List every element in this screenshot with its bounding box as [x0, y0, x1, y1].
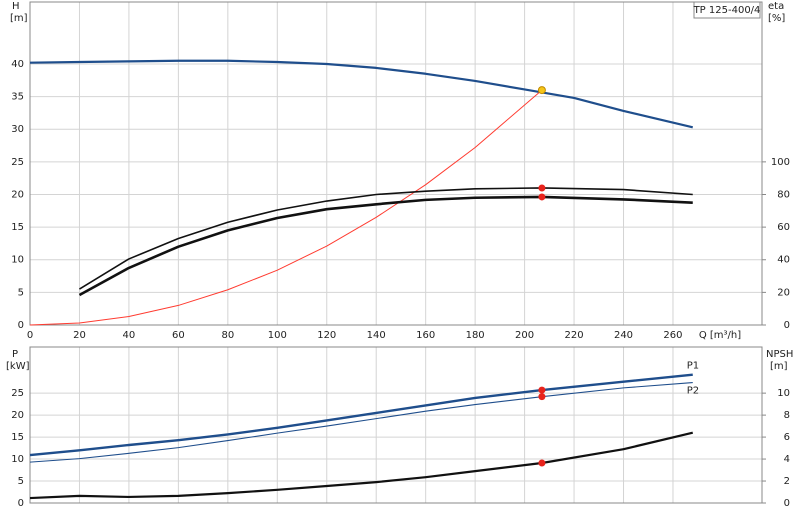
- x-tick-label: 60: [172, 330, 185, 341]
- chart-title: TP 125-400/4: [693, 5, 761, 16]
- y2-tick-label: 0: [784, 320, 790, 331]
- y-tick-label: 20: [11, 410, 24, 421]
- y2-tick-label: 60: [777, 222, 790, 233]
- operating-point: [538, 184, 546, 192]
- x-label: Q [m³/h]: [699, 330, 741, 341]
- y2-tick-label: 4: [784, 454, 790, 465]
- curve: [29, 59, 694, 129]
- x-tick-label: 240: [614, 330, 633, 341]
- series-label: P2: [687, 386, 699, 397]
- operating-point: [538, 459, 546, 467]
- x-tick-label: 180: [466, 330, 485, 341]
- y-tick-label: 20: [11, 189, 24, 200]
- x-tick-label: 100: [268, 330, 287, 341]
- curve: [29, 89, 543, 326]
- curve: [78, 195, 693, 297]
- y2-tick-label: 40: [777, 255, 790, 266]
- y2-tick-label: 0: [784, 498, 790, 509]
- y-tick-label: 10: [11, 255, 24, 266]
- operating-point: [537, 86, 546, 95]
- x-tick-label: 120: [317, 330, 336, 341]
- plot-frame: [29, 1, 763, 326]
- y2-unit: [m]: [770, 361, 788, 372]
- y2-tick-label: 100: [771, 157, 790, 168]
- operating-point: [538, 386, 546, 394]
- y-tick-label: 25: [11, 157, 24, 168]
- y-label: P: [12, 349, 18, 360]
- x-tick-label: 0: [27, 330, 33, 341]
- y2-unit: [%]: [768, 13, 785, 24]
- x-tick-label: 40: [123, 330, 136, 341]
- plot-frame: [29, 346, 763, 504]
- series-label: P1: [687, 361, 699, 372]
- y-tick-label: 5: [18, 287, 24, 298]
- y-tick-label: 40: [11, 59, 24, 70]
- x-tick-label: 80: [221, 330, 234, 341]
- y-tick-label: 0: [18, 498, 24, 509]
- y2-tick-label: 2: [784, 476, 790, 487]
- operating-point: [538, 393, 546, 401]
- y-unit: [m]: [10, 13, 28, 24]
- y-tick-label: 5: [18, 476, 24, 487]
- x-tick-label: 140: [367, 330, 386, 341]
- curve: [79, 187, 693, 290]
- x-tick-label: 20: [73, 330, 86, 341]
- y-tick-label: 0: [18, 320, 24, 331]
- y-tick-label: 10: [11, 454, 24, 465]
- y-tick-label: 15: [11, 222, 24, 233]
- x-tick-label: 200: [515, 330, 534, 341]
- y2-tick-label: 20: [777, 287, 790, 298]
- y2-label: eta: [768, 1, 784, 12]
- y-label: H: [12, 1, 20, 12]
- x-tick-label: 220: [565, 330, 584, 341]
- x-tick-label: 260: [663, 330, 682, 341]
- y-tick-label: 30: [11, 124, 24, 135]
- y2-label: NPSH: [766, 349, 793, 360]
- operating-point: [538, 193, 546, 201]
- y-tick-label: 25: [11, 388, 24, 399]
- y2-tick-label: 6: [784, 432, 790, 443]
- y2-tick-label: 80: [777, 189, 790, 200]
- x-tick-label: 160: [416, 330, 435, 341]
- y-tick-label: 35: [11, 92, 24, 103]
- y-unit: [kW]: [6, 361, 30, 372]
- y2-tick-label: 8: [784, 410, 790, 421]
- y2-tick-label: 10: [777, 388, 790, 399]
- y-tick-label: 15: [11, 432, 24, 443]
